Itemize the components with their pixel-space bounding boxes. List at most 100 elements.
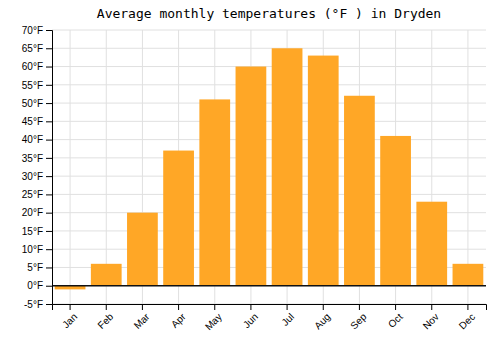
x-tick: Feb <box>95 304 115 331</box>
bar <box>308 56 339 286</box>
y-tick: 70°F <box>22 25 52 36</box>
y-tick-mark <box>46 103 52 104</box>
x-axis-line <box>53 305 487 311</box>
y-tick: 0°F <box>27 280 52 291</box>
grid-line-x <box>467 30 468 304</box>
y-tick-mark <box>46 194 52 195</box>
x-tick: Jan <box>60 304 79 330</box>
y-tick-mark <box>46 286 52 287</box>
bar <box>380 136 411 286</box>
y-tick-label: -5°F <box>24 299 43 310</box>
x-tick: May <box>203 304 224 332</box>
y-tick: 65°F <box>22 43 52 54</box>
y-tick: 30°F <box>22 171 52 182</box>
x-tick-label: Mar <box>132 311 152 331</box>
x-tick: Nov <box>421 304 441 331</box>
x-tick: Dec <box>457 304 477 331</box>
y-tick-label: 5°F <box>27 262 43 273</box>
y-tick: 60°F <box>22 61 52 72</box>
y-tick-label: 60°F <box>22 61 43 72</box>
chart: -5°F 0°F 5°F 10°F 15°F 20°F 25°F 30°F 35°F 40°F 45… <box>0 0 500 350</box>
grid-line-y <box>52 103 486 104</box>
y-tick: 5°F <box>27 262 52 273</box>
y-tick-mark <box>46 30 52 31</box>
y-tick-mark <box>46 48 52 49</box>
y-tick-mark <box>46 176 52 177</box>
x-tick-label: Nov <box>421 311 441 331</box>
x-tick-mark <box>70 304 71 310</box>
y-tick: 55°F <box>22 80 52 91</box>
bar <box>163 151 194 286</box>
bar <box>127 213 158 286</box>
x-tick-mark <box>467 304 468 310</box>
x-tick-label: Dec <box>457 311 477 331</box>
y-axis-line <box>46 31 53 305</box>
grid-line-x <box>106 30 107 304</box>
y-tick-mark <box>46 140 52 141</box>
x-tick-label: Sep <box>348 311 369 332</box>
grid-line-y <box>52 157 486 158</box>
y-tick-mark <box>46 231 52 232</box>
bar <box>236 67 267 286</box>
x-tick: Oct <box>386 304 405 330</box>
x-tick: Apr <box>169 304 188 330</box>
y-tick-mark <box>46 121 52 122</box>
grid-line-y <box>52 48 486 49</box>
x-tick-mark <box>142 304 143 310</box>
bar <box>416 202 447 286</box>
grid-line-y <box>52 121 486 122</box>
x-tick-label: Jul <box>279 311 296 328</box>
x-tick-mark <box>178 304 179 310</box>
y-tick-label: 55°F <box>22 80 43 91</box>
x-tick-label: Jan <box>60 311 79 330</box>
title: Average monthly temperatures (°F ) in Dr… <box>97 6 441 21</box>
x-tick-mark <box>214 304 215 310</box>
zero-line <box>52 285 486 287</box>
y-tick: 50°F <box>22 98 52 109</box>
x-tick: Sep <box>348 304 369 331</box>
grid <box>52 30 486 304</box>
bar <box>453 264 484 286</box>
bar <box>344 96 375 286</box>
x-tick-mark <box>431 304 432 310</box>
y-tick-label: 15°F <box>22 226 43 237</box>
bar <box>199 99 230 285</box>
x-tick-mark <box>359 304 360 310</box>
y-tick: 15°F <box>22 226 52 237</box>
y-tick-mark <box>46 267 52 268</box>
y-tick: -5°F <box>24 299 52 310</box>
x-tick: Aug <box>312 304 332 331</box>
bar <box>91 264 122 286</box>
grid-line-y <box>52 30 486 31</box>
plot: -5°F 0°F 5°F 10°F 15°F 20°F 25°F 30°F 35°F 40°F 45… <box>22 25 487 333</box>
x-tick: Jul <box>279 304 296 328</box>
y-tick-label: 40°F <box>22 134 43 145</box>
y-tick-mark <box>46 85 52 86</box>
y-tick-label: 25°F <box>22 189 43 200</box>
y-tick-label: 45°F <box>22 116 43 127</box>
y-tick: 45°F <box>22 116 52 127</box>
y-tick-label: 30°F <box>22 171 43 182</box>
y-tick-label: 50°F <box>22 98 43 109</box>
y-tick-mark <box>46 213 52 214</box>
y-tick-mark <box>46 67 52 68</box>
grid-line-y <box>52 139 486 140</box>
y-tick: 10°F <box>22 244 52 255</box>
y-tick-mark <box>46 304 52 305</box>
x-tick-label: Apr <box>169 311 188 330</box>
bars <box>52 48 486 289</box>
y-tick-label: 0°F <box>27 280 43 291</box>
grid-line-y <box>52 176 486 177</box>
x-tick-mark <box>395 304 396 310</box>
y-tick-label: 70°F <box>22 25 43 36</box>
x-tick-mark <box>250 304 251 310</box>
grid-line-y <box>52 194 486 195</box>
x-tick-label: Aug <box>312 311 332 331</box>
y-tick-mark <box>46 249 52 250</box>
y-tick-label: 10°F <box>22 244 43 255</box>
x-tick-mark <box>106 304 107 310</box>
y-tick-label: 20°F <box>22 207 43 218</box>
y-tick: 35°F <box>22 153 52 164</box>
y-tick-label: 65°F <box>22 43 43 54</box>
x-tick-label: Oct <box>386 311 405 330</box>
